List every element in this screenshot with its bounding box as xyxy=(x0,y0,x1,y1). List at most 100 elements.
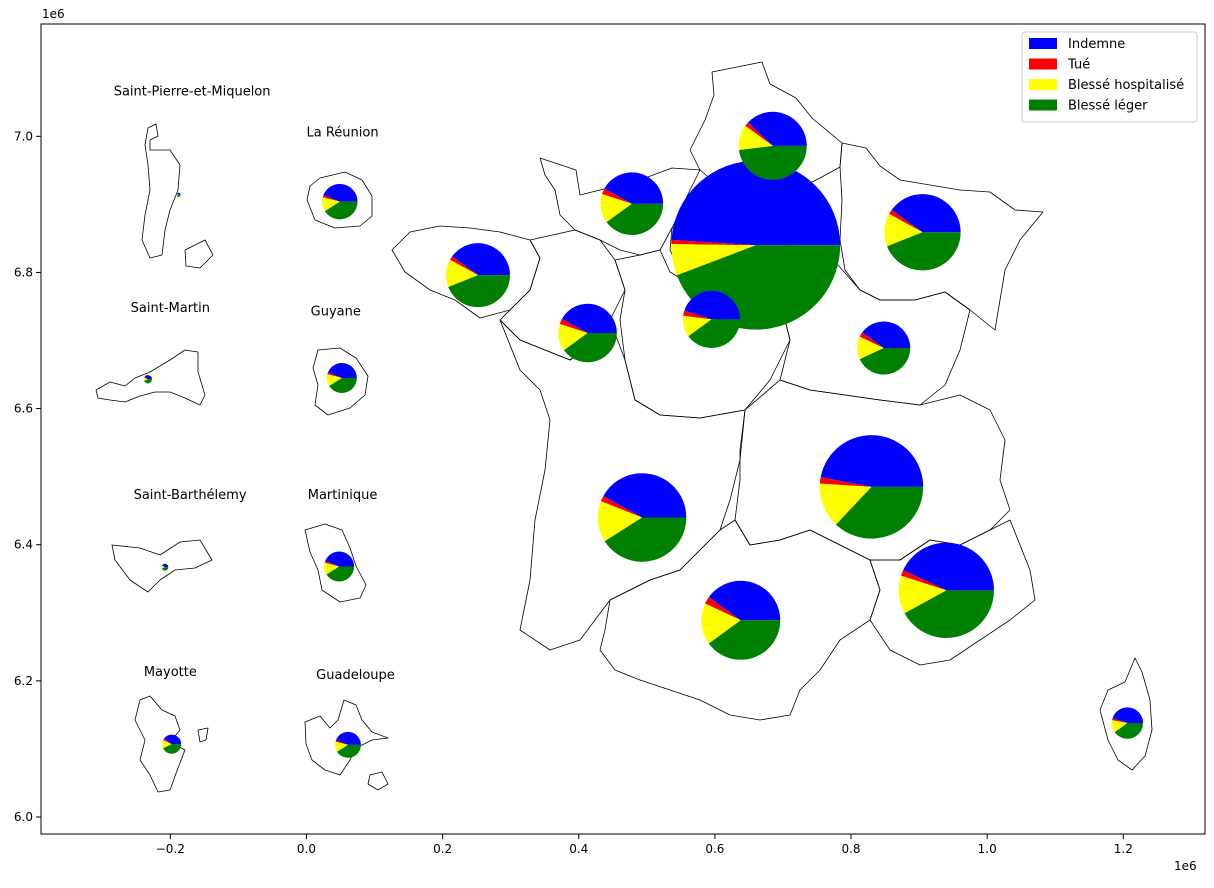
region-outline-corse xyxy=(1099,657,1153,771)
slice-blesse-hospitalise xyxy=(738,125,773,151)
slice-blesse-hospitalise xyxy=(819,483,872,525)
territory-label: La Réunion xyxy=(307,125,379,140)
slice-indemne xyxy=(162,563,169,568)
legend-item-blesse-leger-swatch xyxy=(1029,99,1057,111)
slice-tue xyxy=(600,496,643,518)
slice-tue xyxy=(671,239,756,246)
slice-blesse-leger xyxy=(326,566,355,582)
slice-blesse-leger xyxy=(144,379,152,384)
region-outline-occitanie xyxy=(599,519,881,721)
legend: Indemne Tué Blessé hospitalisé Blessé léger xyxy=(1021,31,1198,123)
slice-tue xyxy=(324,560,340,567)
y-tick-label: 6.6 xyxy=(14,402,33,416)
slice-indemne xyxy=(163,734,182,745)
slice-indemne xyxy=(144,375,152,380)
x-tick-label: 0.0 xyxy=(297,842,316,856)
slice-blesse-hospitalise xyxy=(600,194,632,223)
slice-indemne xyxy=(891,194,961,233)
slice-blesse-leger xyxy=(904,590,994,638)
pie-chart xyxy=(682,290,741,349)
slice-tue xyxy=(705,597,741,621)
region-outline-centre xyxy=(614,249,791,419)
slice-blesse-leger xyxy=(329,377,357,393)
slice-blesse-hospitalise xyxy=(701,603,741,644)
territory-outline-saint-pierre-et-miquelon xyxy=(141,123,214,269)
legend-item-indemne-swatch xyxy=(1029,38,1057,49)
slice-blesse-leger xyxy=(163,744,182,754)
slice-blesse-leger xyxy=(887,232,961,271)
slice-indemne xyxy=(747,111,807,146)
territory-label: Guadeloupe xyxy=(316,668,395,683)
slice-indemne xyxy=(820,435,924,487)
slice-blesse-hospitalise xyxy=(1111,720,1128,733)
pie-chart xyxy=(143,375,152,384)
slice-indemne xyxy=(325,551,355,567)
pie-chart xyxy=(161,563,169,571)
slice-blesse-hospitalise xyxy=(884,213,923,247)
y-tick-label: 6.0 xyxy=(14,810,33,824)
slice-tue xyxy=(889,209,923,233)
slice-tue xyxy=(602,188,632,204)
slice-indemne xyxy=(903,542,994,591)
slice-blesse-leger xyxy=(176,194,181,197)
slice-blesse-hospitalise xyxy=(857,336,884,360)
region-outline-grand-est xyxy=(839,142,1044,331)
region-outline-paca xyxy=(869,519,1036,666)
pie-chart xyxy=(176,192,181,197)
slice-blesse-hospitalise xyxy=(326,374,342,386)
slice-blesse-hospitalise xyxy=(671,244,756,276)
pie-chart xyxy=(558,303,617,363)
y-tick-label: 6.2 xyxy=(14,674,33,688)
slice-indemne xyxy=(684,290,741,320)
slice-blesse-leger xyxy=(836,486,924,539)
pie-chart xyxy=(324,551,355,582)
slice-tue xyxy=(163,738,172,745)
slice-tue xyxy=(901,570,947,591)
territory-outline-martinique xyxy=(304,523,367,603)
y-tick-label: 7.0 xyxy=(14,129,33,143)
slice-blesse-leger xyxy=(324,201,358,220)
slice-indemne xyxy=(1112,707,1144,724)
slice-tue xyxy=(327,372,342,378)
pie-chart xyxy=(326,362,357,393)
territory-outline-guadeloupe xyxy=(304,699,389,791)
territory-label: Martinique xyxy=(308,488,378,503)
slice-blesse-hospitalise xyxy=(335,741,348,752)
annotations-layer: Saint-Pierre-et-Miquelon La Réunion Saint-… xyxy=(114,84,395,682)
slice-blesse-hospitalise xyxy=(161,565,165,569)
y-axis: 6.0 6.2 6.4 6.6 6.8 7.0 xyxy=(14,129,41,824)
x-tick-label: −0.2 xyxy=(156,842,185,856)
slice-tue xyxy=(144,376,148,380)
slice-blesse-leger xyxy=(604,517,687,562)
pie-chart xyxy=(162,734,182,754)
territory-label: Mayotte xyxy=(144,665,197,680)
slice-tue xyxy=(176,193,179,195)
legend-item-indemne-label: Indemne xyxy=(1068,37,1125,52)
slice-tue xyxy=(335,740,348,745)
territory-label: Saint-Pierre-et-Miquelon xyxy=(114,84,271,99)
slice-indemne xyxy=(708,580,781,621)
slice-blesse-hospitalise xyxy=(898,575,947,614)
pie-chart xyxy=(701,580,781,660)
pie-chart xyxy=(335,731,361,758)
legend-item-blesse-hospitalise-label: Blessé hospitalisé xyxy=(1068,78,1184,93)
x-exponent-label: 1e6 xyxy=(1174,859,1197,873)
slice-blesse-leger xyxy=(738,145,807,180)
slice-blesse-leger xyxy=(606,203,664,236)
territory-outline-la-reunion xyxy=(306,171,373,229)
slice-blesse-hospitalise xyxy=(322,197,340,212)
slice-blesse-leger xyxy=(859,348,911,375)
slice-blesse-hospitalise xyxy=(143,377,148,382)
territory-outline-guyane xyxy=(312,347,369,416)
pie-chart xyxy=(819,435,924,539)
slice-blesse-hospitalise xyxy=(446,259,479,287)
slice-blesse-leger xyxy=(161,567,169,571)
legend-item-blesse-hospitalise-swatch xyxy=(1029,79,1057,90)
slice-tue xyxy=(322,195,340,202)
pie-chart xyxy=(857,321,911,375)
legend-frame xyxy=(1021,31,1198,123)
x-tick-label: 0.8 xyxy=(841,842,860,856)
territory-label: Saint-Barthélemy xyxy=(134,488,247,503)
